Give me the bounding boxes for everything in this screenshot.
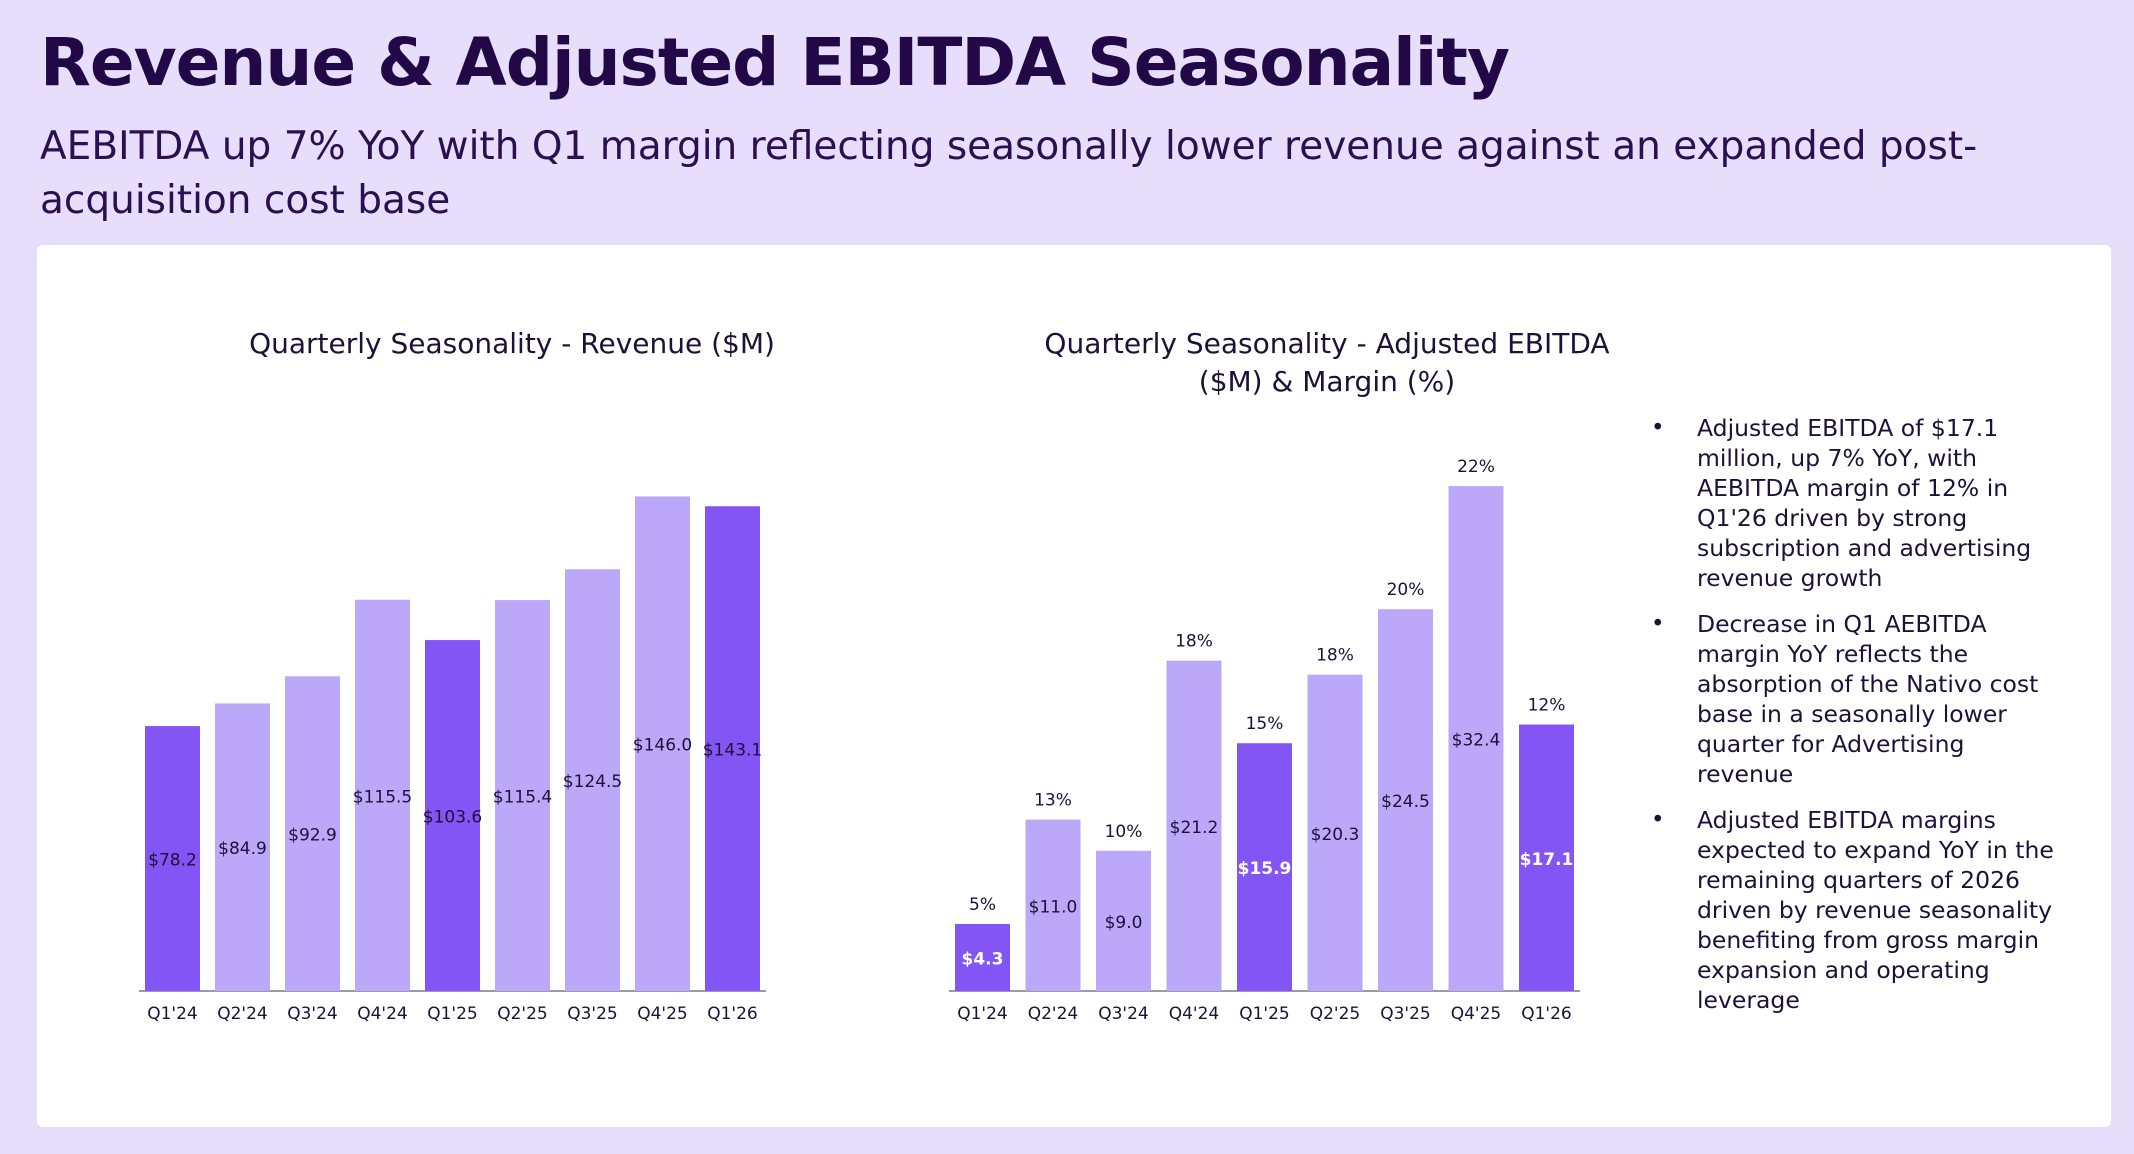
key-points-list: • Adjusted EBITDA of $17.1 million, up 7%… xyxy=(1647,413,2067,1031)
x-tick-label: Q1'25 xyxy=(1239,1004,1290,1024)
margin-label: 18% xyxy=(1316,646,1354,666)
data-label: $92.9 xyxy=(288,826,337,846)
bar xyxy=(145,726,200,991)
bar xyxy=(285,676,340,991)
ebitda-chart-title: Quarterly Seasonality - Adjusted EBITDA … xyxy=(1044,327,1610,398)
bar xyxy=(565,569,620,991)
data-label: $115.5 xyxy=(353,787,412,807)
x-tick-label: Q2'25 xyxy=(1310,1004,1361,1024)
x-tick-label: Q2'24 xyxy=(1028,1004,1079,1024)
x-tick-label: Q1'26 xyxy=(707,1004,758,1024)
x-tick-label: Q4'25 xyxy=(637,1004,688,1024)
x-tick-label: Q4'24 xyxy=(357,1004,408,1024)
bar xyxy=(1519,724,1574,991)
bar xyxy=(425,640,480,991)
bar xyxy=(1166,660,1222,991)
x-tick-label: Q2'24 xyxy=(217,1004,268,1024)
bar xyxy=(635,496,690,991)
margin-label: 12% xyxy=(1528,696,1566,716)
x-tick-label: Q1'24 xyxy=(957,1004,1008,1024)
margin-label: 15% xyxy=(1246,714,1284,734)
data-label: $32.4 xyxy=(1452,731,1501,751)
bar xyxy=(1025,819,1081,991)
x-tick-label: Q4'24 xyxy=(1169,1004,1220,1024)
page-subtitle: AEBITDA up 7% YoY with Q1 margin reflect… xyxy=(40,124,1978,223)
margin-label: 20% xyxy=(1387,580,1425,600)
bar xyxy=(1096,850,1151,991)
key-point: • Adjusted EBITDA of $17.1 million, up 7%… xyxy=(1651,414,2032,592)
data-label: $9.0 xyxy=(1105,913,1143,933)
data-label: $146.0 xyxy=(633,736,692,756)
bar xyxy=(495,600,550,991)
data-label: $4.3 xyxy=(962,949,1004,969)
data-label: $21.2 xyxy=(1170,818,1219,838)
data-label: $17.1 xyxy=(1520,850,1574,870)
x-tick-label: Q3'24 xyxy=(287,1004,338,1024)
data-label: $15.9 xyxy=(1238,859,1292,879)
ebitda-bar-chart: $4.3 Q1'24 5% $11.0 Q2'24 13% $9.0 Q3'24 10% $21.… xyxy=(949,457,1580,1024)
bullet-dot-icon: • xyxy=(1651,611,1665,637)
bar xyxy=(955,923,1010,991)
margin-label: 10% xyxy=(1105,822,1143,842)
x-tick-label: Q1'26 xyxy=(1521,1004,1572,1024)
data-label: $24.5 xyxy=(1381,792,1430,812)
x-tick-label: Q2'25 xyxy=(497,1004,548,1024)
margin-label: 13% xyxy=(1034,791,1072,811)
bullet-dot-icon: • xyxy=(1651,415,1665,441)
revenue-chart-title: Quarterly Seasonality - Revenue ($M) xyxy=(249,327,775,360)
data-label: $20.3 xyxy=(1311,825,1360,845)
data-label: $103.6 xyxy=(423,808,482,828)
bar xyxy=(215,703,270,991)
margin-label: 18% xyxy=(1175,632,1213,652)
bar xyxy=(705,506,760,991)
margin-label: 22% xyxy=(1457,457,1495,477)
bar xyxy=(1237,743,1292,991)
key-point: • Adjusted EBITDA margins expected to exp… xyxy=(1651,806,2054,1014)
x-tick-label: Q3'24 xyxy=(1098,1004,1149,1024)
revenue-bar-chart: $78.2 Q1'24 $84.9 Q2'24 $92.9 Q3'24 $115.5 Q4'2… xyxy=(139,496,766,1024)
x-tick-label: Q1'25 xyxy=(427,1004,478,1024)
key-point: • Decrease in Q1 AEBITDA margin YoY refle… xyxy=(1651,610,2039,788)
data-label: $78.2 xyxy=(148,851,197,871)
bar xyxy=(1378,609,1433,991)
bar xyxy=(1307,674,1363,991)
bar xyxy=(355,599,410,991)
bullet-dot-icon: • xyxy=(1651,807,1665,833)
data-label: $84.9 xyxy=(218,839,267,859)
x-tick-label: Q4'25 xyxy=(1451,1004,1502,1024)
margin-label: 5% xyxy=(969,895,996,915)
x-tick-label: Q3'25 xyxy=(567,1004,618,1024)
x-tick-label: Q3'25 xyxy=(1380,1004,1431,1024)
data-label: $143.1 xyxy=(703,741,762,761)
content-panel: Quarterly Seasonality - Revenue ($M) $78… xyxy=(37,245,2111,1127)
data-label: $115.4 xyxy=(493,788,552,808)
data-label: $11.0 xyxy=(1029,897,1078,917)
bar xyxy=(1448,486,1504,991)
data-label: $124.5 xyxy=(563,772,622,792)
page-title: Revenue & Adjusted EBITDA Seasonality xyxy=(40,24,1510,101)
x-tick-label: Q1'24 xyxy=(147,1004,198,1024)
